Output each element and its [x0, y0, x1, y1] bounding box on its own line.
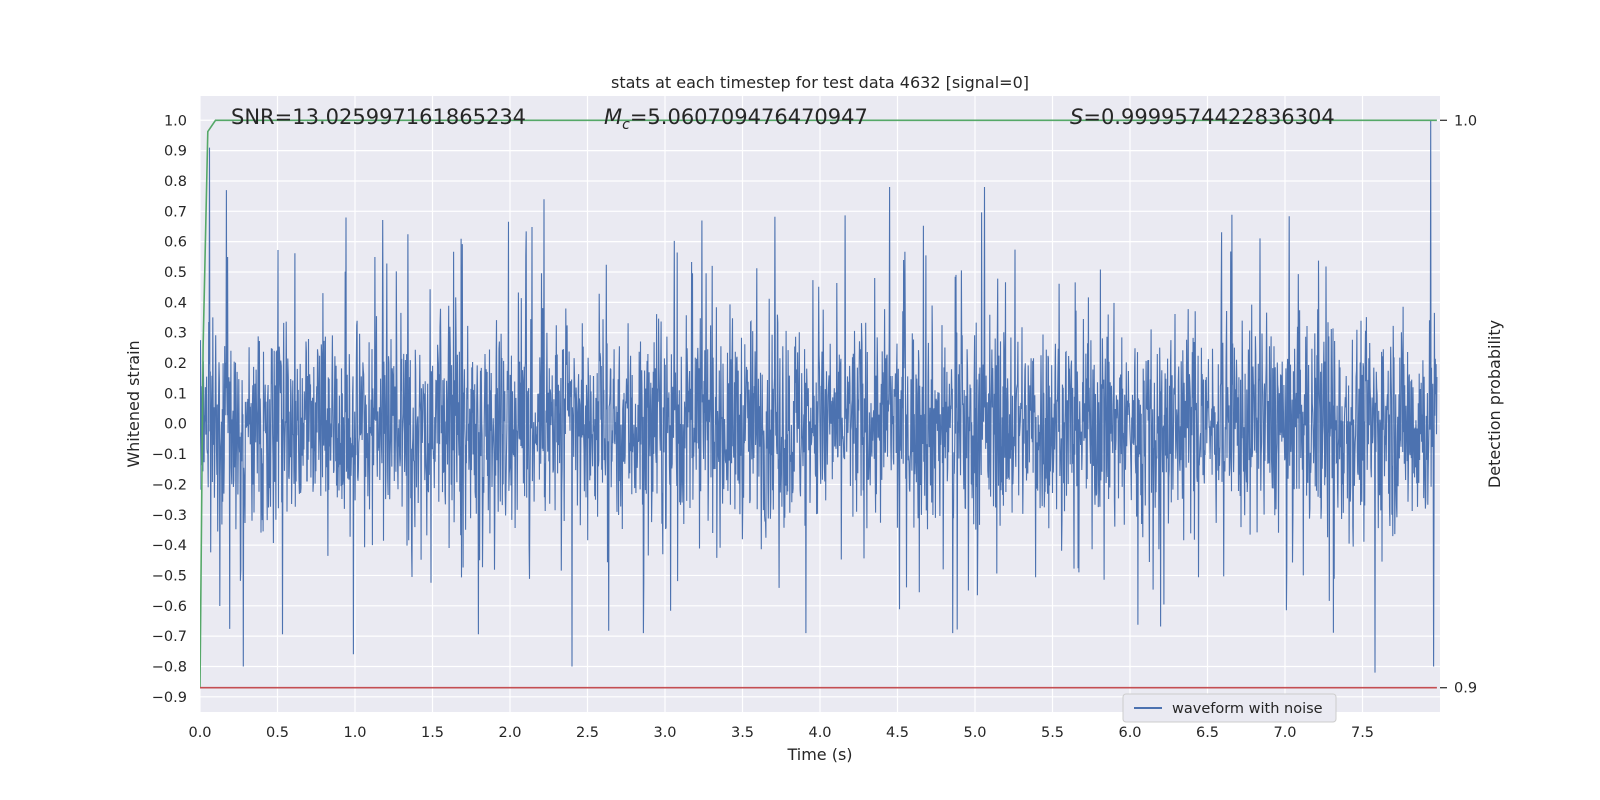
- chart-title: stats at each timestep for test data 463…: [611, 73, 1029, 92]
- y-tick-label: 0.0: [164, 417, 187, 433]
- x-tick-label: 4.5: [886, 725, 909, 741]
- x-tick-label: 3.5: [731, 725, 754, 741]
- y2-tick-labels: 1.0 0.9: [1440, 113, 1477, 697]
- y-tick-label: 0.2: [164, 356, 187, 372]
- x-tick-label: 7.0: [1273, 725, 1296, 741]
- y-tick-label: 0.3: [164, 326, 187, 342]
- legend-box: [1122, 693, 1337, 723]
- y-tick-label: −0.8: [152, 659, 187, 675]
- x-tick-label: 7.5: [1351, 725, 1374, 741]
- x-tick-label: 4.0: [808, 725, 831, 741]
- x-tick-label: 1.0: [343, 725, 366, 741]
- x-tick-label: 5.5: [1041, 725, 1064, 741]
- y2-tick-label: 1.0: [1454, 113, 1477, 129]
- y-tick-label: 0.7: [164, 204, 187, 220]
- snr-annotation: SNR=13.025997161865234: [231, 105, 526, 129]
- x-tick-label: 3.0: [653, 725, 676, 741]
- y-tick-label: −0.4: [152, 538, 187, 554]
- series-detection-probability: [200, 119, 1437, 688]
- x-tick-label: 2.0: [498, 725, 521, 741]
- y-tick-labels: 1.0 0.9 0.8 0.7 0.6 0.5 0.4 0.3 0.2 0.1 0.0 −0.1 −0.…: [152, 113, 187, 706]
- x-tick-label: 2.5: [576, 725, 599, 741]
- mc-subscript: c: [622, 117, 630, 133]
- y-tick-label: 0.5: [164, 265, 187, 281]
- y-tick-label: −0.3: [152, 508, 187, 524]
- y-tick-label: −0.9: [152, 690, 187, 706]
- y-tick-label: −0.1: [152, 447, 187, 463]
- x-tick-label: 1.5: [421, 725, 444, 741]
- chirp-mass-annotation: Mc=5.060709476470947: [604, 105, 868, 133]
- legend-label: waveform with noise: [1172, 701, 1323, 717]
- x-tick-label: 6.0: [1118, 725, 1141, 741]
- y2-axis-label: Detection probability: [1485, 320, 1504, 488]
- mc-symbol: M: [604, 105, 622, 129]
- x-tick-label: 6.5: [1196, 725, 1219, 741]
- y-axis-label: Whitened strain: [124, 340, 143, 467]
- s-value: =0.9999574422836304: [1083, 105, 1334, 129]
- s-annotation: S=0.9999574422836304: [1070, 105, 1335, 129]
- series-waveform-with-noise: [200, 120, 1438, 673]
- y-tick-label: 0.9: [164, 144, 187, 160]
- y-tick-label: −0.6: [152, 599, 187, 615]
- y-tick-label: 0.6: [164, 235, 187, 251]
- x-axis-label: Time (s): [786, 745, 852, 764]
- y-tick-label: −0.5: [152, 568, 187, 584]
- y-tick-label: 0.1: [164, 386, 187, 402]
- legend: waveform with noise: [1122, 693, 1337, 723]
- y-tick-label: 0.8: [164, 174, 187, 190]
- y-tick-label: 1.0: [164, 113, 187, 129]
- mc-value: =5.060709476470947: [630, 105, 868, 129]
- s-symbol: S: [1070, 105, 1083, 129]
- x-tick-label: 0.0: [188, 725, 211, 741]
- x-tick-label: 5.0: [963, 725, 986, 741]
- y2-tick-label: 0.9: [1454, 681, 1477, 697]
- y-tick-label: −0.7: [152, 629, 187, 645]
- y-tick-label: 0.4: [164, 295, 187, 311]
- x-tick-labels: 0.0 0.5 1.0 1.5 2.0 2.5 3.0 3.5 4.0 4.5 5.0 5.5 6.0 6…: [188, 725, 1374, 741]
- y-tick-label: −0.2: [152, 477, 187, 493]
- x-tick-label: 0.5: [266, 725, 289, 741]
